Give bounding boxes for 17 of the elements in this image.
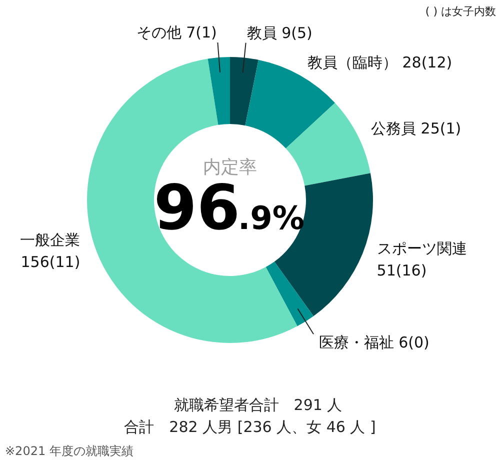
donut-slice [208, 57, 230, 125]
text: ( ) は女子内数 [425, 5, 496, 18]
text: ※2021 年度の就職実績 [5, 444, 134, 458]
text: 合計 282 人男 [236 人、女 46 人 ] [124, 418, 376, 436]
slice-label: 公務員 25(1) [371, 120, 462, 138]
data-label: 51(16) [376, 261, 427, 280]
donut-slice [286, 102, 370, 186]
slice-label: 教員（臨時） 28(12) [307, 53, 452, 72]
donut-slice [266, 262, 314, 326]
data-label: 156(11) [20, 253, 80, 272]
slice-label: 医療・福祉 6(0) [318, 334, 430, 352]
donut-slice [230, 57, 258, 126]
slice-label: その他 7(1) [136, 24, 217, 42]
slice-label: スポーツ関連 [376, 239, 467, 258]
slice-label: 一般企業 [20, 231, 80, 250]
text: 就職希望者合計 291 人 [174, 396, 342, 414]
slice-label: 教員 9(5) [246, 24, 312, 42]
